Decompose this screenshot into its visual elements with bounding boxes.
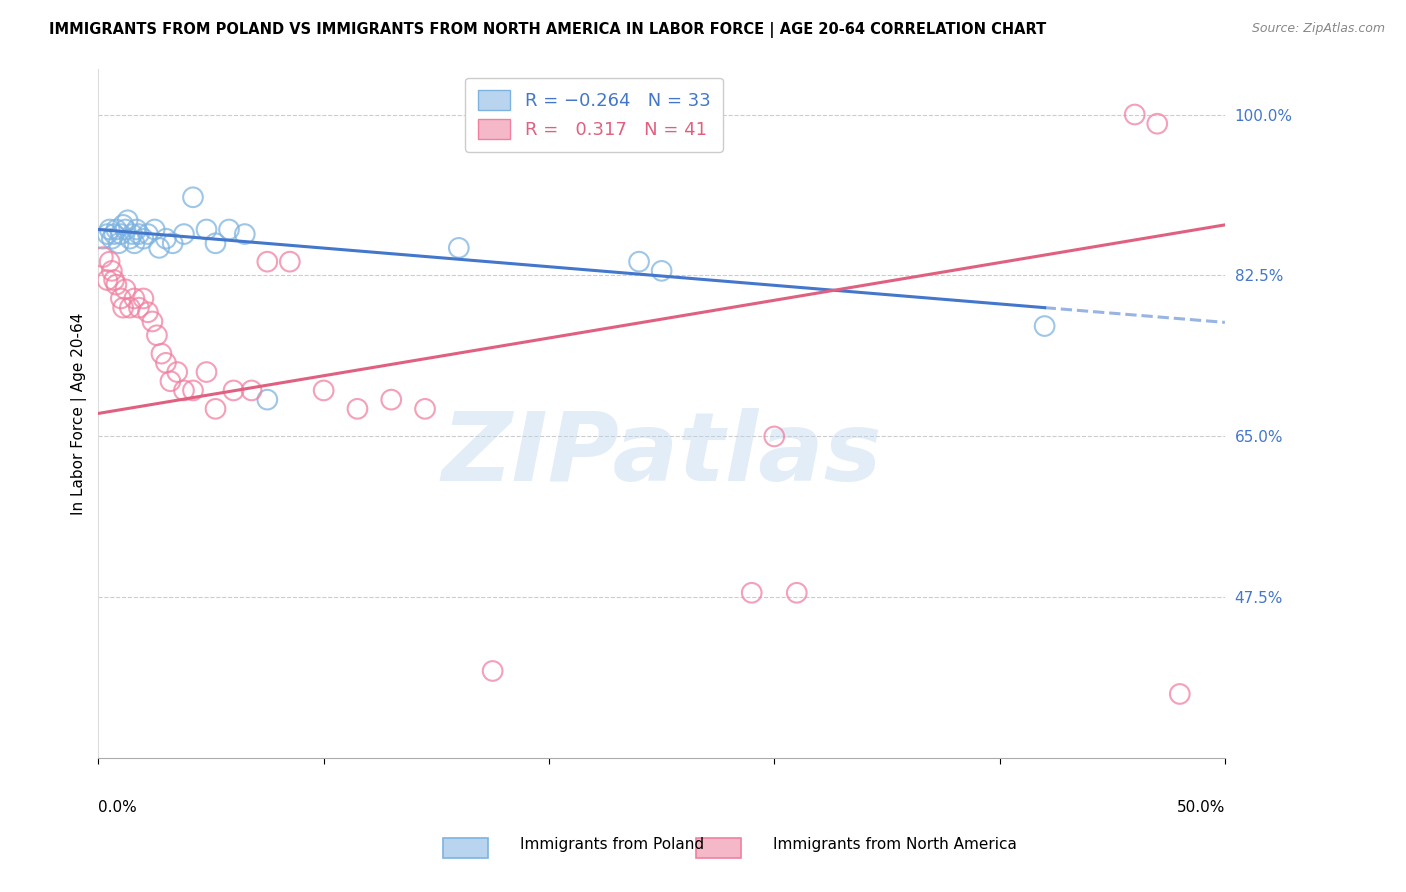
- Point: [195, 365, 218, 379]
- Point: [124, 236, 146, 251]
- Point: [110, 292, 132, 306]
- Text: Source: ZipAtlas.com: Source: ZipAtlas.com: [1251, 22, 1385, 36]
- Point: [233, 227, 256, 241]
- Point: [91, 250, 114, 264]
- Point: [204, 401, 226, 416]
- Point: [114, 282, 136, 296]
- Point: [162, 236, 184, 251]
- Point: [278, 254, 301, 268]
- Point: [1123, 107, 1146, 121]
- Point: [741, 586, 763, 600]
- Point: [118, 232, 141, 246]
- Point: [218, 222, 240, 236]
- Point: [136, 305, 159, 319]
- Point: [346, 401, 368, 416]
- Point: [181, 190, 204, 204]
- Point: [105, 277, 128, 292]
- Point: [91, 232, 114, 246]
- Point: [107, 236, 129, 251]
- Point: [132, 292, 155, 306]
- Point: [143, 222, 166, 236]
- Point: [112, 301, 135, 315]
- Y-axis label: In Labor Force | Age 20-64: In Labor Force | Age 20-64: [72, 312, 87, 515]
- Point: [98, 222, 121, 236]
- Point: [628, 254, 651, 268]
- Point: [114, 222, 136, 236]
- Point: [101, 264, 124, 278]
- Point: [105, 222, 128, 236]
- Point: [256, 392, 278, 407]
- Point: [195, 222, 218, 236]
- Text: ZIPatlas: ZIPatlas: [441, 409, 882, 501]
- Point: [1168, 687, 1191, 701]
- Point: [173, 384, 195, 398]
- Text: IMMIGRANTS FROM POLAND VS IMMIGRANTS FROM NORTH AMERICA IN LABOR FORCE | AGE 20-: IMMIGRANTS FROM POLAND VS IMMIGRANTS FRO…: [49, 22, 1046, 38]
- Point: [112, 218, 135, 232]
- Point: [1146, 117, 1168, 131]
- Point: [256, 254, 278, 268]
- Point: [96, 273, 118, 287]
- Point: [96, 227, 118, 241]
- Text: Immigrants from North America: Immigrants from North America: [773, 837, 1017, 852]
- Point: [763, 429, 786, 443]
- Point: [146, 328, 169, 343]
- Point: [148, 241, 170, 255]
- Point: [136, 227, 159, 241]
- Text: 0.0%: 0.0%: [98, 800, 138, 814]
- Point: [173, 227, 195, 241]
- Point: [128, 227, 150, 241]
- Point: [166, 365, 188, 379]
- Point: [125, 222, 148, 236]
- Point: [155, 356, 177, 370]
- Point: [1033, 319, 1056, 334]
- Point: [155, 232, 177, 246]
- Point: [181, 384, 204, 398]
- Point: [103, 273, 125, 287]
- Point: [240, 384, 263, 398]
- Point: [786, 586, 808, 600]
- Point: [121, 227, 143, 241]
- Text: 50.0%: 50.0%: [1177, 800, 1225, 814]
- Point: [110, 227, 132, 241]
- Legend: R = −0.264   N = 33, R =   0.317   N = 41: R = −0.264 N = 33, R = 0.317 N = 41: [465, 78, 723, 152]
- Point: [651, 264, 673, 278]
- Point: [222, 384, 245, 398]
- Point: [204, 236, 226, 251]
- Text: Immigrants from Poland: Immigrants from Poland: [520, 837, 704, 852]
- Point: [128, 301, 150, 315]
- Point: [98, 254, 121, 268]
- Point: [413, 401, 436, 416]
- Point: [447, 241, 470, 255]
- Point: [481, 664, 503, 678]
- Point: [150, 346, 173, 360]
- Point: [132, 232, 155, 246]
- Point: [103, 227, 125, 241]
- Point: [312, 384, 335, 398]
- Point: [141, 314, 163, 328]
- Point: [117, 213, 139, 227]
- Point: [101, 232, 124, 246]
- Point: [159, 374, 181, 388]
- Point: [124, 292, 146, 306]
- Point: [380, 392, 402, 407]
- Point: [118, 301, 141, 315]
